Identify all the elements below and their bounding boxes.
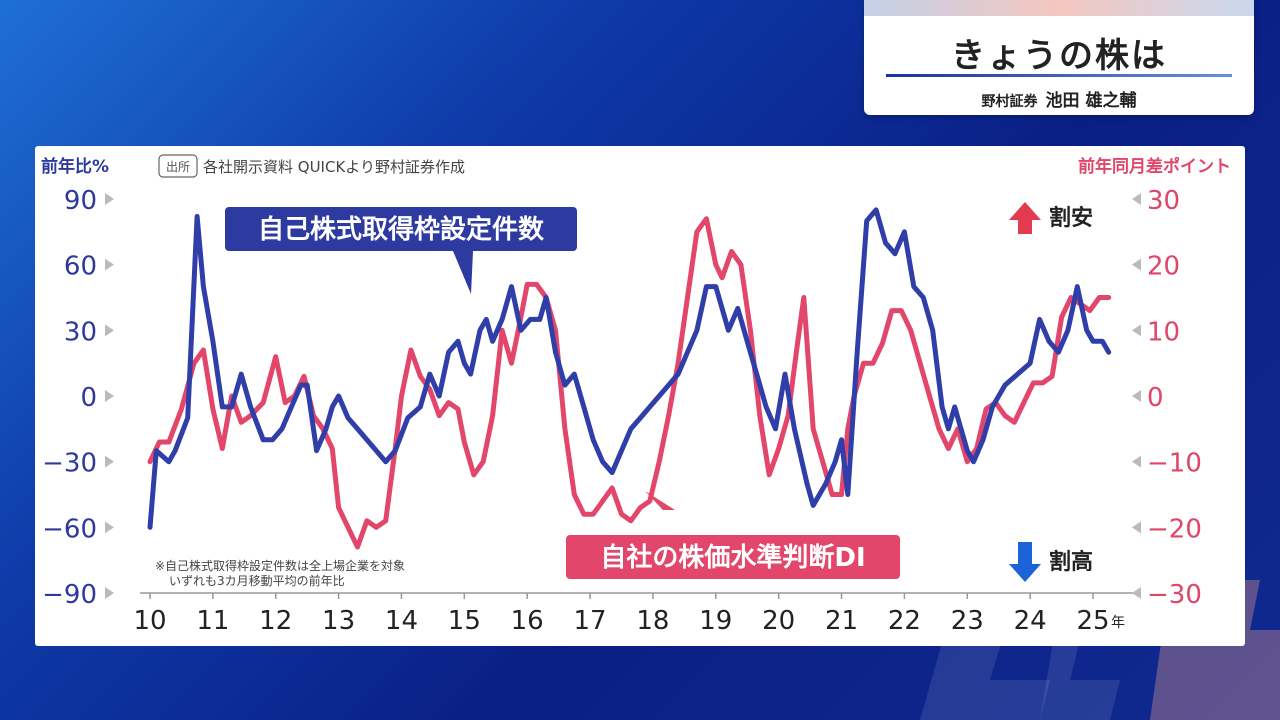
left-tick-label: 0 [80,383,97,413]
presenter: 野村証券 池田 雄之輔 [864,86,1254,111]
x-tick-label: 12 [259,606,292,636]
x-tick-label: 13 [322,606,355,636]
right-tick-marker [1132,258,1141,271]
presenter-name: 池田 雄之輔 [1045,91,1137,111]
right-tick-label: −30 [1147,580,1202,610]
left-tick-marker [105,587,114,599]
right-tick-label: 0 [1147,383,1164,413]
right-tick-label: −10 [1147,449,1202,479]
x-tick-label: 18 [636,606,669,636]
series-label-blue: 自己株式取得枠設定件数 [258,214,545,245]
footnote-1: ※自己株式取得枠設定件数は全上場企業を対象 [155,558,405,573]
right-tick-marker [1132,324,1141,337]
source-badge: 出所 [166,160,190,174]
title-divider [886,74,1232,77]
source-badge-frame [158,154,198,178]
series-label-box-blue [225,207,577,251]
page-title: きょうの株は [951,36,1167,76]
source-text: 各社開示資料 QUICKより野村証券作成 [203,158,465,176]
left-tick-marker [105,390,114,402]
x-tick-label: 22 [888,606,921,636]
left-tick-marker [105,521,114,534]
right-tick-marker [1132,455,1141,468]
arrow-down-label: 割高 [1049,549,1093,575]
chart-panel: 90 60 30 0 −30 −60 −90 30 20 10 0 −10 −20 −30 10 11 12 13… [35,146,1245,646]
x-tick-label: 15 [448,606,481,636]
left-tick-marker [105,193,114,205]
left-tick-label: −90 [42,580,97,610]
x-tick-label: 23 [951,606,984,636]
left-tick-label: 60 [64,252,97,282]
left-tick-label: 30 [64,317,97,347]
x-tick-label: 21 [825,606,858,636]
series-label-pointer-red [645,491,675,510]
line-chart: 90 60 30 0 −30 −60 −90 30 20 10 0 −10 −20 −30 10 11 12 13… [41,154,1231,636]
x-tick-label: 11 [196,606,229,636]
annotation-layer: 自己株式取得枠設定件数 自社の株価水準判断DI 割安 割高 前年比% 前年同月差… [41,154,1231,588]
footnote-2: いずれも3カ月移動平均の前年比 [169,573,345,588]
right-tick-label: −20 [1147,514,1202,544]
series-line-di [147,216,1112,550]
x-unit-label: 年 [1111,615,1125,631]
series-line-buyback [147,207,1112,530]
right-axis-title: 前年同月差ポイント [1078,156,1231,177]
arrow-up-label: 割安 [1049,205,1093,231]
right-tick-marker [1132,587,1141,599]
x-tick-label: 10 [133,606,166,636]
x-tick-label: 24 [1014,606,1047,636]
left-tick-label: 90 [64,186,97,216]
left-tick-label: −60 [42,514,97,544]
x-tick-label: 14 [385,606,418,636]
right-tick-label: 20 [1147,252,1180,282]
series-label-red: 自社の株価水準判断DI [600,542,865,573]
right-tick-marker [1132,521,1141,534]
right-tick-marker [1132,193,1141,205]
series-label-pointer-blue [453,251,473,294]
title-card-accent [864,0,1254,16]
left-axis-title: 前年比% [41,156,109,177]
arrow-up-icon [1009,202,1041,234]
right-tick-marker [1132,390,1141,402]
x-tick-label: 16 [511,606,544,636]
x-tick-label: 19 [699,606,732,636]
series-label-box-red [566,535,900,579]
right-tick-label: 10 [1147,317,1180,347]
x-tick-label: 25 [1076,606,1109,636]
axis-layer: 90 60 30 0 −30 −60 −90 30 20 10 0 −10 −20 −30 10 11 12 13… [42,186,1202,636]
x-tick-label: 17 [574,606,607,636]
right-tick-label: 30 [1147,186,1180,216]
x-tick-label: 20 [762,606,795,636]
series-layer [147,207,1112,550]
presenter-org: 野村証券 [981,94,1038,110]
arrow-down-icon [1009,542,1041,582]
left-tick-marker [105,324,114,337]
left-tick-marker [105,455,114,468]
left-tick-label: −30 [42,449,97,479]
left-tick-marker [105,258,114,271]
title-card: きょうの株は 野村証券 池田 雄之輔 [864,0,1254,115]
